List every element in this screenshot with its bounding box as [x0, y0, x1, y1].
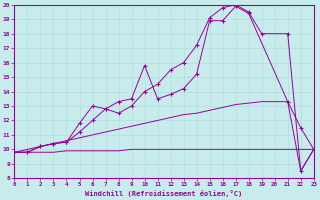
X-axis label: Windchill (Refroidissement éolien,°C): Windchill (Refroidissement éolien,°C) — [85, 190, 243, 197]
